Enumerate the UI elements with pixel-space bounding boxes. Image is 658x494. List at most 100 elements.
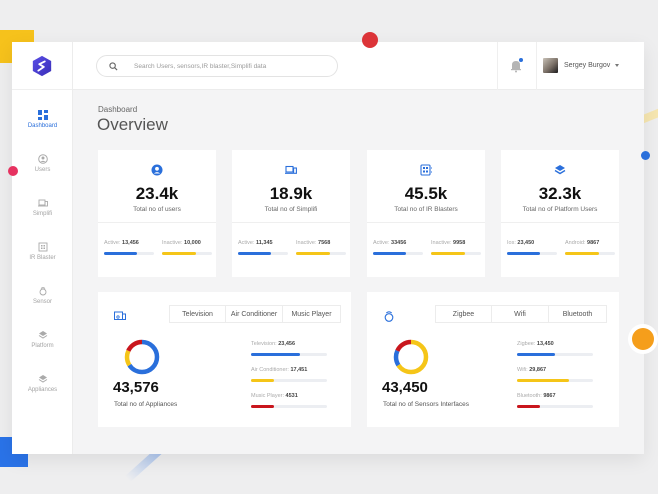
decor-blue-dot (641, 151, 650, 160)
hexagon-s-logo[interactable] (31, 55, 53, 77)
search-icon (109, 61, 118, 71)
ir-blaster-icon (420, 164, 432, 176)
logo-area (12, 42, 72, 90)
legend-label: Zigbee: (517, 341, 536, 347)
appliances-total-label: Total no of Appliances (114, 401, 178, 408)
search-input[interactable] (134, 62, 324, 70)
progress-fill (296, 252, 330, 255)
legend-bluetooth: Bluetooth: 9867 (517, 393, 593, 408)
sensor-icon (39, 287, 46, 296)
legend-value: 17,451 (290, 367, 308, 373)
appliances-icon (114, 311, 126, 320)
metric-value: 9958 (453, 240, 466, 246)
legend-value: 29,867 (529, 367, 547, 373)
metric-value: 11,345 (256, 240, 273, 246)
stat-label: Total no of Platform Users (522, 206, 598, 213)
progress-fill (238, 252, 271, 255)
progress-bar (238, 252, 288, 255)
tab-bluetooth[interactable]: Bluetooth (562, 310, 593, 318)
legend-television: Television: 23,456 (251, 341, 327, 356)
sidebar-item-label: Users (34, 167, 51, 173)
stat-card-users: 23.4k Total no of users Active: 13,456 I… (98, 150, 216, 277)
stat-label: Total no of Simplifi (264, 206, 318, 213)
progress-fill (517, 405, 540, 408)
decor-pink-dot (8, 166, 18, 176)
user-icon (37, 154, 48, 164)
metric-value: 13,456 (122, 240, 139, 246)
progress-fill (251, 379, 274, 382)
sidebar-item-appliances[interactable]: Appliances (12, 374, 73, 393)
legend-wifi: Wifi: 29,867 (517, 367, 593, 382)
ir-blaster-icon (38, 242, 47, 252)
progress-fill (104, 252, 137, 255)
sensors-panel: Zigbee Wifi Bluetooth 43,450 Total no of… (367, 292, 619, 427)
metric-label: Ios: (507, 240, 516, 246)
metric-value: 33456 (391, 240, 407, 246)
progress-bar (251, 405, 327, 408)
tab-wifi[interactable]: Wifi (492, 306, 549, 322)
appliances-total: 43,576 (113, 379, 159, 396)
sidebar-item-ir-blaster[interactable]: IR Blaster (12, 242, 73, 261)
legend-value: 4531 (285, 393, 298, 399)
tab-air-conditioner[interactable]: Air Conditioner (226, 306, 283, 322)
sidebar-item-label: Simplifi (32, 211, 53, 217)
legend-label: Music Player: (251, 393, 285, 399)
sidebar-item-platform[interactable]: Platform (12, 330, 73, 349)
metric-label: Active: (373, 240, 390, 246)
metric-value: 23,450 (517, 240, 535, 246)
progress-fill (251, 353, 301, 356)
progress-bar (517, 353, 593, 356)
sidebar-item-label: Dashboard (27, 123, 58, 129)
user-name: Sergey Burgov (564, 62, 611, 69)
legend-music-player: Music Player: 4531 (251, 393, 327, 408)
divider (497, 42, 498, 90)
tab-television[interactable]: Television (170, 306, 226, 322)
sidebar-item-label: IR Blaster (29, 255, 56, 261)
progress-fill (517, 379, 569, 382)
notifications-button[interactable] (510, 58, 523, 73)
sensor-icon (384, 311, 394, 322)
stat-value: 45.5k (404, 184, 448, 203)
legend-label: Wifi: (517, 367, 528, 373)
legend-zigbee: Zigbee: 13,450 (517, 341, 593, 356)
sidebar-item-dashboard[interactable]: Dashboard (12, 110, 73, 129)
progress-bar (104, 252, 154, 255)
layers-icon (554, 165, 566, 175)
stat-value: 18.9k (269, 184, 313, 203)
progress-fill (507, 252, 540, 255)
legend-value: 13,450 (536, 341, 554, 347)
decor-orange-dot (632, 328, 654, 350)
metric-label: Active: (104, 240, 121, 246)
metric-inactive: Inactive: 7568 (296, 240, 346, 255)
app-window: Dashboard Users Simplifi IR Blaster Sens… (12, 42, 644, 454)
progress-bar (517, 405, 593, 408)
breadcrumb[interactable]: Dashboard (98, 105, 138, 114)
progress-bar (162, 252, 212, 255)
sidebar-item-simplifi[interactable]: Simplifi (12, 198, 73, 217)
metric-inactive: Inactive: 10,000 (162, 240, 212, 255)
devices-icon (37, 199, 48, 207)
legend-label: Air Conditioner: (251, 367, 289, 373)
devices-icon (285, 165, 297, 174)
sidebar-item-label: Sensor (32, 299, 52, 305)
page-title: Overview (97, 115, 168, 134)
avatar (543, 58, 558, 73)
user-menu[interactable]: Sergey Burgov (543, 58, 620, 73)
metric-value: 10,000 (184, 240, 201, 246)
tab-music-player[interactable]: Music Player (291, 310, 332, 318)
stat-card-simplifi: 18.9k Total no of Simplifi Active: 11,34… (232, 150, 350, 277)
tab-zigbee[interactable]: Zigbee (436, 306, 492, 322)
metric-active: Active: 33456 (373, 240, 423, 255)
metric-active: Active: 13,456 (104, 240, 154, 255)
sidebar-item-sensor[interactable]: Sensor (12, 286, 73, 305)
progress-bar (296, 252, 346, 255)
metric-label: Inactive: (431, 240, 452, 246)
stat-label: Total no of IR Blasters (394, 206, 458, 213)
progress-bar (565, 252, 615, 255)
sensors-total: 43,450 (382, 379, 428, 396)
sidebar-item-users[interactable]: Users (12, 154, 73, 173)
stat-value: 32.3k (538, 184, 582, 203)
metric-android: Android: 9867 (565, 240, 615, 255)
legend-value: 23,456 (278, 341, 296, 347)
search-box[interactable] (96, 55, 338, 77)
